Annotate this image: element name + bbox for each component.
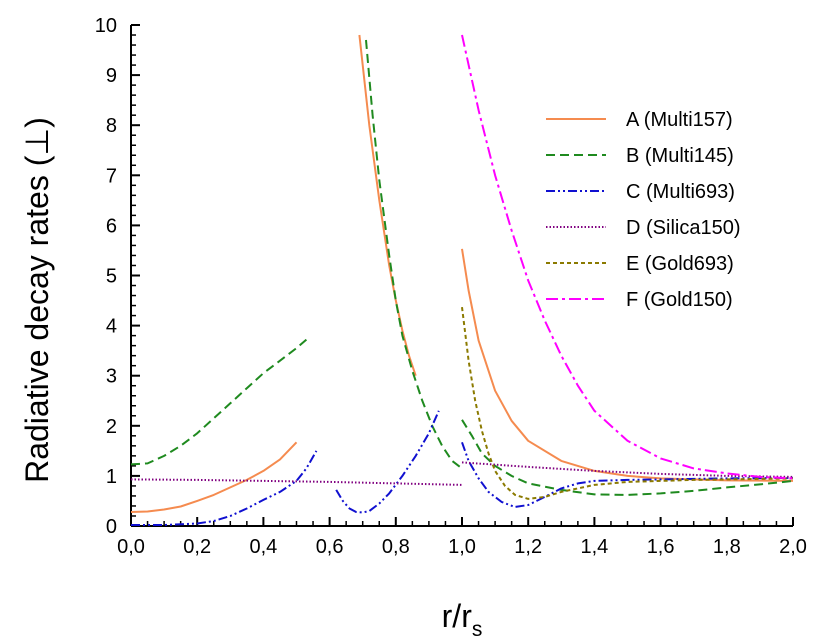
series-line xyxy=(461,34,794,480)
y-tick-label: 9 xyxy=(106,65,117,87)
legend-entry: C (Multi693) xyxy=(546,181,735,203)
series-line xyxy=(365,39,463,470)
series-line xyxy=(461,248,794,482)
y-tick-label: 5 xyxy=(106,266,117,288)
legend-label: C (Multi693) xyxy=(626,181,735,203)
y-tick-label: 2 xyxy=(106,416,117,438)
series-line xyxy=(131,450,318,526)
legend-label: E (Gold693) xyxy=(626,253,734,275)
series-line xyxy=(130,338,308,466)
legend-label: B (Multi145) xyxy=(626,145,734,167)
series-line xyxy=(461,441,794,508)
series-layer xyxy=(130,34,794,526)
series-f xyxy=(461,34,794,480)
x-tick-label: 2,0 xyxy=(779,536,807,558)
x-axis-title: r/rs xyxy=(442,598,483,641)
legend-entry: F (Gold150) xyxy=(546,289,733,311)
y-tick-label: 3 xyxy=(106,366,117,388)
x-axis-title-main: r/r xyxy=(442,598,473,634)
y-tick-label: 6 xyxy=(106,215,117,237)
series-e xyxy=(461,306,794,500)
legend: A (Multi157) B (Multi145) C (Multi693) D (S… xyxy=(546,109,740,311)
y-tick-label: 0 xyxy=(106,516,117,538)
x-tick-label: 0,8 xyxy=(382,536,410,558)
legend-entry: B (Multi145) xyxy=(546,145,734,167)
x-tick-label: 0,0 xyxy=(117,536,145,558)
series-d xyxy=(130,461,794,486)
series-line xyxy=(461,419,794,496)
axes: 0,0 0,2 0,4 0,6 0,8 1,0 1,2 1,4 1,6 1,8 2,0 0 1 2 3 4 5 6… xyxy=(95,15,807,558)
series-b xyxy=(130,39,794,496)
x-tick-label: 0,2 xyxy=(183,536,211,558)
y-tick-label: 8 xyxy=(106,115,117,137)
x-tick-label: 1,0 xyxy=(448,536,476,558)
x-axis-title-subscript: s xyxy=(472,618,483,641)
series-line xyxy=(461,461,794,478)
legend-entry: A (Multi157) xyxy=(546,109,733,131)
x-tick-label: 0,6 xyxy=(316,536,344,558)
series-c xyxy=(131,410,794,526)
legend-label: A (Multi157) xyxy=(626,109,733,131)
y-tick-label: 4 xyxy=(106,316,117,338)
y-tick-label: 10 xyxy=(95,15,117,37)
y-tick-label: 1 xyxy=(106,466,117,488)
x-tick-label: 1,4 xyxy=(580,536,608,558)
x-tick-label: 1,8 xyxy=(713,536,741,558)
legend-label: F (Gold150) xyxy=(626,289,733,311)
y-tick-label: 7 xyxy=(106,165,117,187)
legend-entry: D (Silica150) xyxy=(546,217,740,239)
series-line xyxy=(130,441,298,513)
legend-label: D (Silica150) xyxy=(626,217,740,239)
series-line xyxy=(358,34,417,377)
legend-entry: E (Gold693) xyxy=(546,253,734,275)
series-line xyxy=(335,410,440,514)
x-tick-label: 0,4 xyxy=(249,536,277,558)
x-tick-label: 1,6 xyxy=(647,536,675,558)
y-axis-title: Radiative decay rates (⊥) xyxy=(19,117,55,483)
x-tick-label: 1,2 xyxy=(514,536,542,558)
series-line xyxy=(130,478,463,486)
series-line xyxy=(461,306,794,500)
